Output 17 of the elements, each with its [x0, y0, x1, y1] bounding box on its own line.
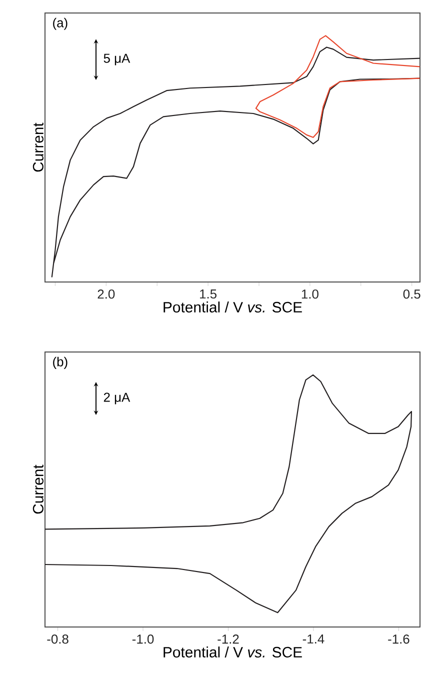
annotation: 2 μA: [104, 392, 130, 404]
x-tick-label: -0.8: [47, 634, 68, 644]
x-tick-label: -1.0: [132, 634, 154, 644]
x-axis-title: Potential / V vs. SCE: [164, 302, 302, 312]
x-axis-title: Potential / V vs. SCE: [164, 646, 302, 658]
x-tick-label: -1.4: [302, 634, 324, 644]
x-tick-label: 1.5: [200, 290, 216, 299]
x-tick-label: 0.5: [403, 290, 420, 299]
text: (a): [53, 18, 68, 30]
y-axis-title: Current: [32, 122, 44, 172]
text: (b): [53, 356, 68, 369]
x-tick-label: -1.2: [218, 634, 239, 644]
annotation: 5 μA: [104, 54, 130, 66]
x-tick-label: 1.0: [302, 290, 318, 299]
x-tick-label: 2.0: [98, 290, 115, 299]
y-axis-title: Current: [32, 464, 44, 514]
x-tick-label: -1.6: [388, 634, 410, 644]
